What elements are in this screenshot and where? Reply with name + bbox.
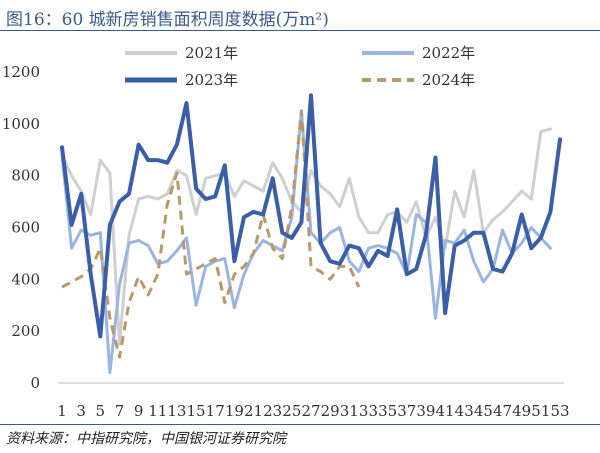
y-tick-label: 1000	[2, 115, 40, 133]
x-tick-label: 19	[225, 402, 244, 420]
chart-title: 图16：60 城新房销售面积周度数据(万m²)	[6, 10, 329, 30]
source-divider	[0, 424, 600, 425]
title-divider	[0, 30, 600, 31]
y-tick-label: 200	[11, 322, 40, 340]
x-tick-label: 33	[359, 402, 378, 420]
x-tick-label: 3	[76, 402, 86, 420]
x-tick-label: 45	[474, 402, 493, 420]
x-tick-label: 41	[436, 402, 455, 420]
x-tick-label: 47	[493, 402, 512, 420]
x-tick-label: 37	[397, 402, 416, 420]
x-tick-label: 7	[115, 402, 125, 420]
x-tick-label: 25	[282, 402, 301, 420]
x-tick-label: 27	[301, 402, 320, 420]
x-tick-label: 51	[531, 402, 550, 420]
legend-label: 2024年	[422, 71, 475, 89]
x-tick-label: 13	[167, 402, 186, 420]
y-tick-label: 800	[11, 167, 40, 185]
y-tick-label: 400	[11, 270, 40, 288]
legend: 2021年 2022年 2023年 2024年	[125, 44, 475, 89]
series-lines	[60, 93, 562, 375]
series-line-2024年	[61, 109, 361, 359]
x-tick-label: 21	[244, 402, 263, 420]
x-tick-label: 53	[550, 402, 569, 420]
legend-label: 2023年	[185, 71, 238, 89]
y-tick-label: 600	[11, 219, 40, 237]
x-tick-label: 17	[206, 402, 225, 420]
x-axis: 1 3 5 7 9 11 13 15 17 19 21 23 25 27 29 31 33 35 37 39 41 43 4…	[57, 382, 570, 420]
x-tick-label: 39	[416, 402, 435, 420]
x-tick-label: 15	[187, 402, 206, 420]
y-tick-label: 1200	[2, 63, 40, 81]
legend-label: 2021年	[185, 44, 238, 62]
y-tick-label: 0	[30, 374, 40, 392]
x-tick-label: 9	[134, 402, 144, 420]
x-tick-label: 23	[263, 402, 282, 420]
x-tick-label: 5	[96, 402, 106, 420]
x-tick-label: 49	[512, 402, 531, 420]
x-tick-label: 43	[455, 402, 474, 420]
x-tick-label: 35	[378, 402, 397, 420]
x-tick-label: 11	[148, 402, 167, 420]
y-axis: 0 200 400 600 800 1000 1200	[2, 63, 40, 392]
source-note: 资料来源：中指研究院，中国银河证券研究院	[6, 431, 286, 447]
legend-label: 2022年	[422, 44, 475, 62]
x-tick-label: 29	[321, 402, 340, 420]
x-tick-label: 31	[340, 402, 359, 420]
x-tick-label: 1	[57, 402, 67, 420]
series-line-2023年	[60, 93, 562, 339]
